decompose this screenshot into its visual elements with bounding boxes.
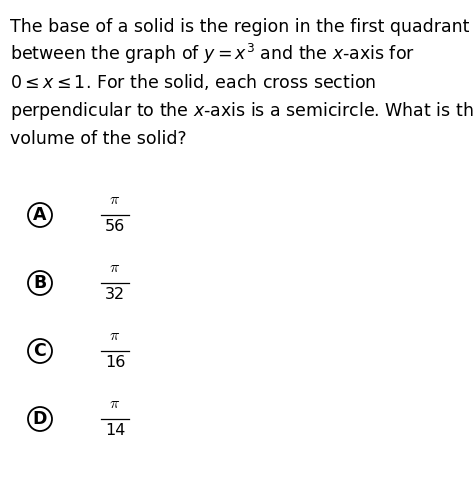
Text: volume of the solid?: volume of the solid? — [10, 130, 187, 148]
Text: $0 \leq x \leq 1$. For the solid, each cross section: $0 \leq x \leq 1$. For the solid, each c… — [10, 72, 376, 92]
Text: 56: 56 — [105, 219, 125, 234]
Text: C: C — [34, 342, 46, 360]
Text: 16: 16 — [105, 355, 125, 370]
Text: B: B — [33, 274, 46, 292]
Text: $\pi$: $\pi$ — [109, 191, 120, 208]
Text: The base of a solid is the region in the first quadrant: The base of a solid is the region in the… — [10, 18, 469, 36]
Text: $\pi$: $\pi$ — [109, 395, 120, 412]
Text: D: D — [33, 410, 47, 428]
Text: perpendicular to the $x$-axis is a semicircle. What is the: perpendicular to the $x$-axis is a semic… — [10, 100, 474, 122]
Text: $\pi$: $\pi$ — [109, 259, 120, 276]
Text: 14: 14 — [105, 423, 125, 438]
Text: $\pi$: $\pi$ — [109, 327, 120, 344]
Text: A: A — [33, 206, 47, 224]
Text: between the graph of $y = x^3$ and the $x$-axis for: between the graph of $y = x^3$ and the $… — [10, 43, 415, 66]
Text: 32: 32 — [105, 287, 125, 302]
